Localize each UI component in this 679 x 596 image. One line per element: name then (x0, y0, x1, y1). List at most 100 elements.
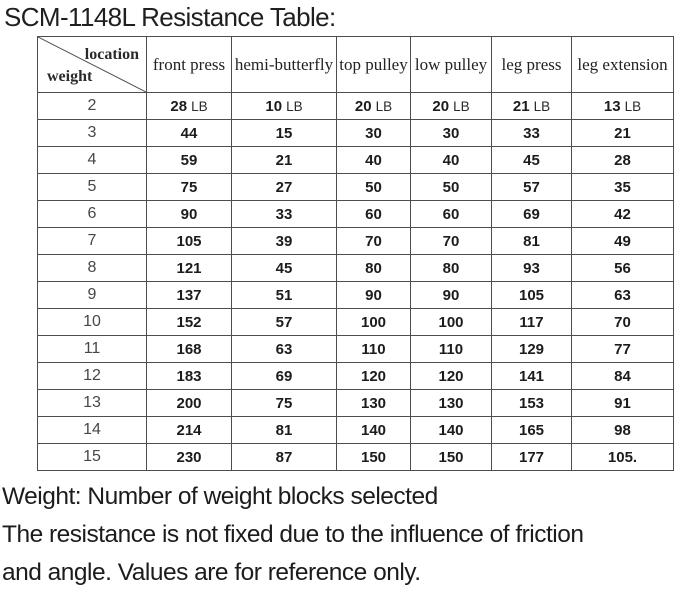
table-row-weight-4: 4 59 21 40 40 45 28 (37, 146, 674, 174)
resistance-value: 141 (491, 362, 572, 390)
resistance-number: 70 (614, 313, 631, 331)
resistance-table-container: location weight front press hemi-butterfl… (37, 36, 679, 471)
resistance-number: 69 (523, 205, 540, 223)
resistance-value: 63 (231, 335, 337, 363)
table-row-weight-10: 10 152 57 100 100 117 70 (37, 308, 674, 336)
resistance-value: 90 (336, 281, 411, 309)
resistance-value: 40 (410, 146, 492, 174)
resistance-value: 50 (336, 173, 411, 201)
resistance-value: 130 (410, 389, 492, 417)
unit-label: LB (375, 98, 393, 114)
column-header-front-press: front press (146, 36, 232, 93)
page-title: SCM-1148L Resistance Table: (4, 2, 336, 32)
unit-label: LB (533, 98, 551, 114)
table-row-weight-7: 7 105 39 70 70 81 49 (37, 227, 674, 255)
table-row-weight-6: 6 90 33 60 60 69 42 (37, 200, 674, 228)
resistance-value: 77 (571, 335, 674, 363)
resistance-value: 21 (571, 119, 674, 147)
resistance-number: 129 (518, 340, 545, 358)
resistance-value: 49 (571, 227, 674, 255)
resistance-number: 110 (361, 340, 386, 358)
unit-label: LB (453, 98, 470, 114)
resistance-value: 150 (336, 443, 411, 471)
resistance-value: 33 (231, 200, 337, 228)
resistance-value: 177 (491, 443, 572, 471)
resistance-value: 153 (491, 389, 572, 417)
resistance-number: 59 (180, 151, 198, 169)
resistance-value: 30 (410, 119, 492, 147)
resistance-number: 40 (442, 151, 460, 169)
resistance-value: 183 (146, 362, 232, 390)
resistance-value: 63 (571, 281, 674, 309)
resistance-number: 49 (614, 232, 631, 250)
resistance-value: 70 (336, 227, 411, 255)
resistance-value: 117 (491, 308, 572, 336)
resistance-number: 91 (614, 394, 631, 412)
resistance-number: 50 (442, 178, 460, 196)
resistance-value: 110 (410, 335, 492, 363)
resistance-number: 100 (438, 313, 464, 331)
resistance-number: 120 (360, 367, 387, 385)
resistance-number: 137 (176, 286, 202, 304)
resistance-number: 10 (265, 97, 283, 115)
column-header-low-pulley: low pulley (410, 36, 492, 93)
resistance-number: 21 (275, 151, 293, 169)
resistance-value: 81 (491, 227, 572, 255)
table-row-weight-11: 11 168 63 110 110 129 77 (37, 335, 674, 363)
resistance-number: 42 (614, 205, 631, 223)
resistance-value: 120 (410, 362, 492, 390)
weight-value: 3 (37, 119, 147, 147)
table-body: 2 28 LB 10 LB 20 LB 20 LB 21 LB 13 LB 3 44 15 30 30 33 21 4 5… (37, 92, 674, 471)
resistance-number: 80 (365, 259, 382, 277)
weight-value: 11 (37, 335, 147, 363)
resistance-value: 90 (146, 200, 232, 228)
corner-header-cell: location weight (37, 36, 147, 93)
resistance-number: 100 (360, 313, 387, 331)
resistance-number: 105. (607, 448, 638, 466)
resistance-value: 129 (491, 335, 572, 363)
footer-line-1: Weight: Number of weight blocks selected (2, 483, 438, 510)
resistance-value: 33 (491, 119, 572, 147)
resistance-value: 75 (231, 389, 337, 417)
resistance-value: 28 (571, 146, 674, 174)
resistance-value: 100 (336, 308, 411, 336)
table-row-weight-15: 15 230 87 150 150 177 105. (37, 443, 674, 471)
resistance-number: 177 (518, 448, 545, 466)
resistance-number: 200 (176, 394, 202, 412)
resistance-number: 33 (523, 124, 540, 142)
resistance-number: 110 (438, 340, 464, 358)
resistance-number: 28 (170, 97, 188, 115)
resistance-number: 13 (603, 97, 621, 115)
resistance-number: 69 (275, 367, 293, 385)
resistance-value: 20 LB (410, 92, 492, 120)
resistance-value: 40 (336, 146, 411, 174)
footer-line-2: The resistance is not fixed due to the i… (2, 521, 584, 548)
weight-value: 2 (37, 92, 147, 120)
resistance-value: 91 (571, 389, 674, 417)
resistance-value: 35 (571, 173, 674, 201)
resistance-value: 69 (231, 362, 337, 390)
resistance-value: 105. (571, 443, 674, 471)
resistance-number: 141 (518, 367, 545, 385)
resistance-value: 42 (571, 200, 674, 228)
resistance-number: 20 (354, 97, 372, 115)
resistance-value: 57 (231, 308, 337, 336)
resistance-number: 70 (365, 232, 382, 250)
resistance-number: 214 (176, 421, 202, 439)
resistance-value: 45 (231, 254, 337, 282)
resistance-value: 140 (336, 416, 411, 444)
weight-value: 4 (37, 146, 147, 174)
resistance-value: 13 LB (571, 92, 674, 120)
resistance-table: location weight front press hemi-butterfl… (37, 36, 674, 471)
resistance-value: 121 (146, 254, 232, 282)
resistance-value: 140 (410, 416, 492, 444)
header-row: location weight front press hemi-butterfl… (37, 36, 674, 93)
table-row-weight-2: 2 28 LB 10 LB 20 LB 20 LB 21 LB 13 LB (37, 92, 674, 120)
corner-label-weight: weight (47, 68, 93, 85)
resistance-value: 44 (146, 119, 232, 147)
resistance-number: 90 (180, 205, 198, 223)
resistance-number: 140 (360, 421, 387, 439)
resistance-number: 117 (519, 313, 544, 331)
resistance-number: 57 (523, 178, 540, 196)
resistance-value: 137 (146, 281, 232, 309)
